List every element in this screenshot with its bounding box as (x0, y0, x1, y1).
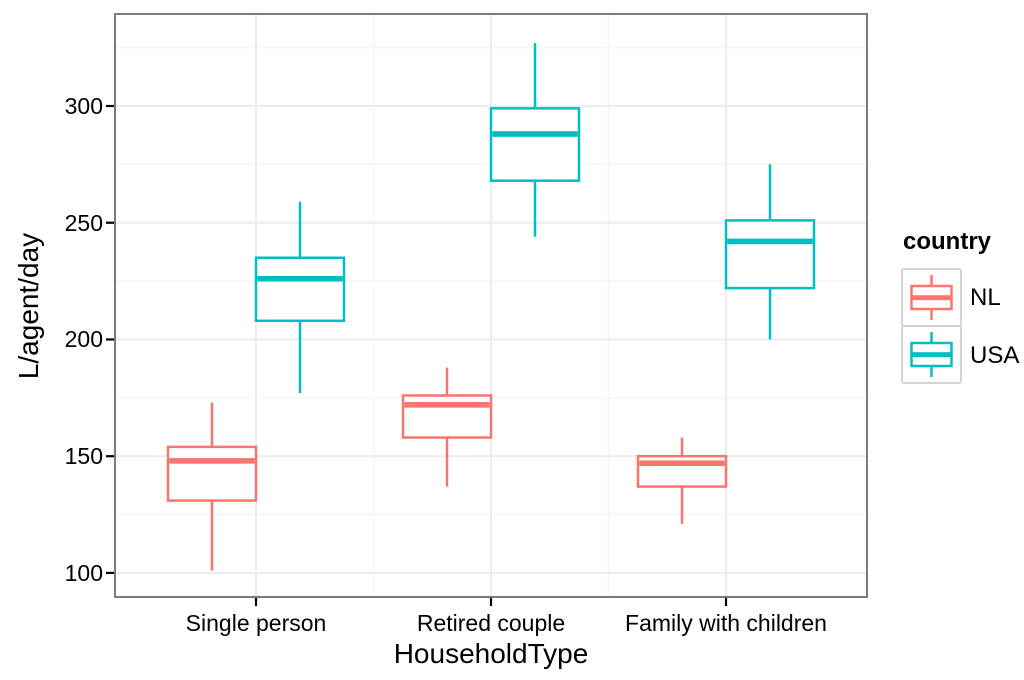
boxplot-nl-1 (401, 367, 493, 487)
axis-ticks (106, 104, 728, 606)
y-tick-label-300: 300 (64, 92, 103, 119)
y-axis-title: L/agent/day (13, 232, 44, 380)
y-tick-label-250: 250 (64, 209, 103, 236)
median-line (257, 275, 343, 282)
median-line (404, 402, 490, 408)
iqr-box (489, 107, 581, 182)
boxplot-usa-0 (254, 201, 346, 394)
boxplot-glyph-icon (910, 332, 953, 377)
median-line (492, 131, 578, 137)
legend-entry-usa: USA (901, 325, 1020, 384)
boxplot-usa-2 (724, 164, 816, 340)
median-line (727, 238, 813, 245)
panel-border (114, 13, 868, 598)
iqr-box (166, 445, 258, 502)
median-line (639, 460, 725, 467)
legend-key-nl (901, 268, 962, 327)
legend-label-usa: USA (970, 341, 1020, 369)
x-tick-label-0: Single person (185, 610, 327, 636)
legend: country NL USA (901, 228, 1019, 384)
iqr-box (254, 256, 346, 323)
legend-label-nl: NL (970, 283, 1001, 311)
boxplot-glyph-icon (910, 275, 953, 320)
legend-entry-nl: NL (901, 268, 1019, 327)
legend-title: country (903, 228, 992, 255)
boxplot-nl-0 (166, 402, 258, 571)
series-nl (166, 367, 728, 571)
boxplot-usa-1 (489, 42, 581, 237)
iqr-box (401, 394, 493, 439)
y-tick-label-150: 150 (64, 443, 103, 470)
y-tick-label-200: 200 (64, 326, 103, 353)
iqr-box (724, 219, 816, 290)
x-tick-label-1: Retired couple (416, 610, 566, 636)
median-line (169, 458, 255, 464)
x-axis-title: HouseholdType (393, 638, 589, 669)
x-tick-label-2: Family with children (625, 610, 827, 636)
legend-key-usa (901, 325, 962, 384)
y-tick-label-100: 100 (64, 559, 103, 586)
series-usa (254, 42, 816, 394)
boxplot-nl-2 (636, 437, 728, 524)
